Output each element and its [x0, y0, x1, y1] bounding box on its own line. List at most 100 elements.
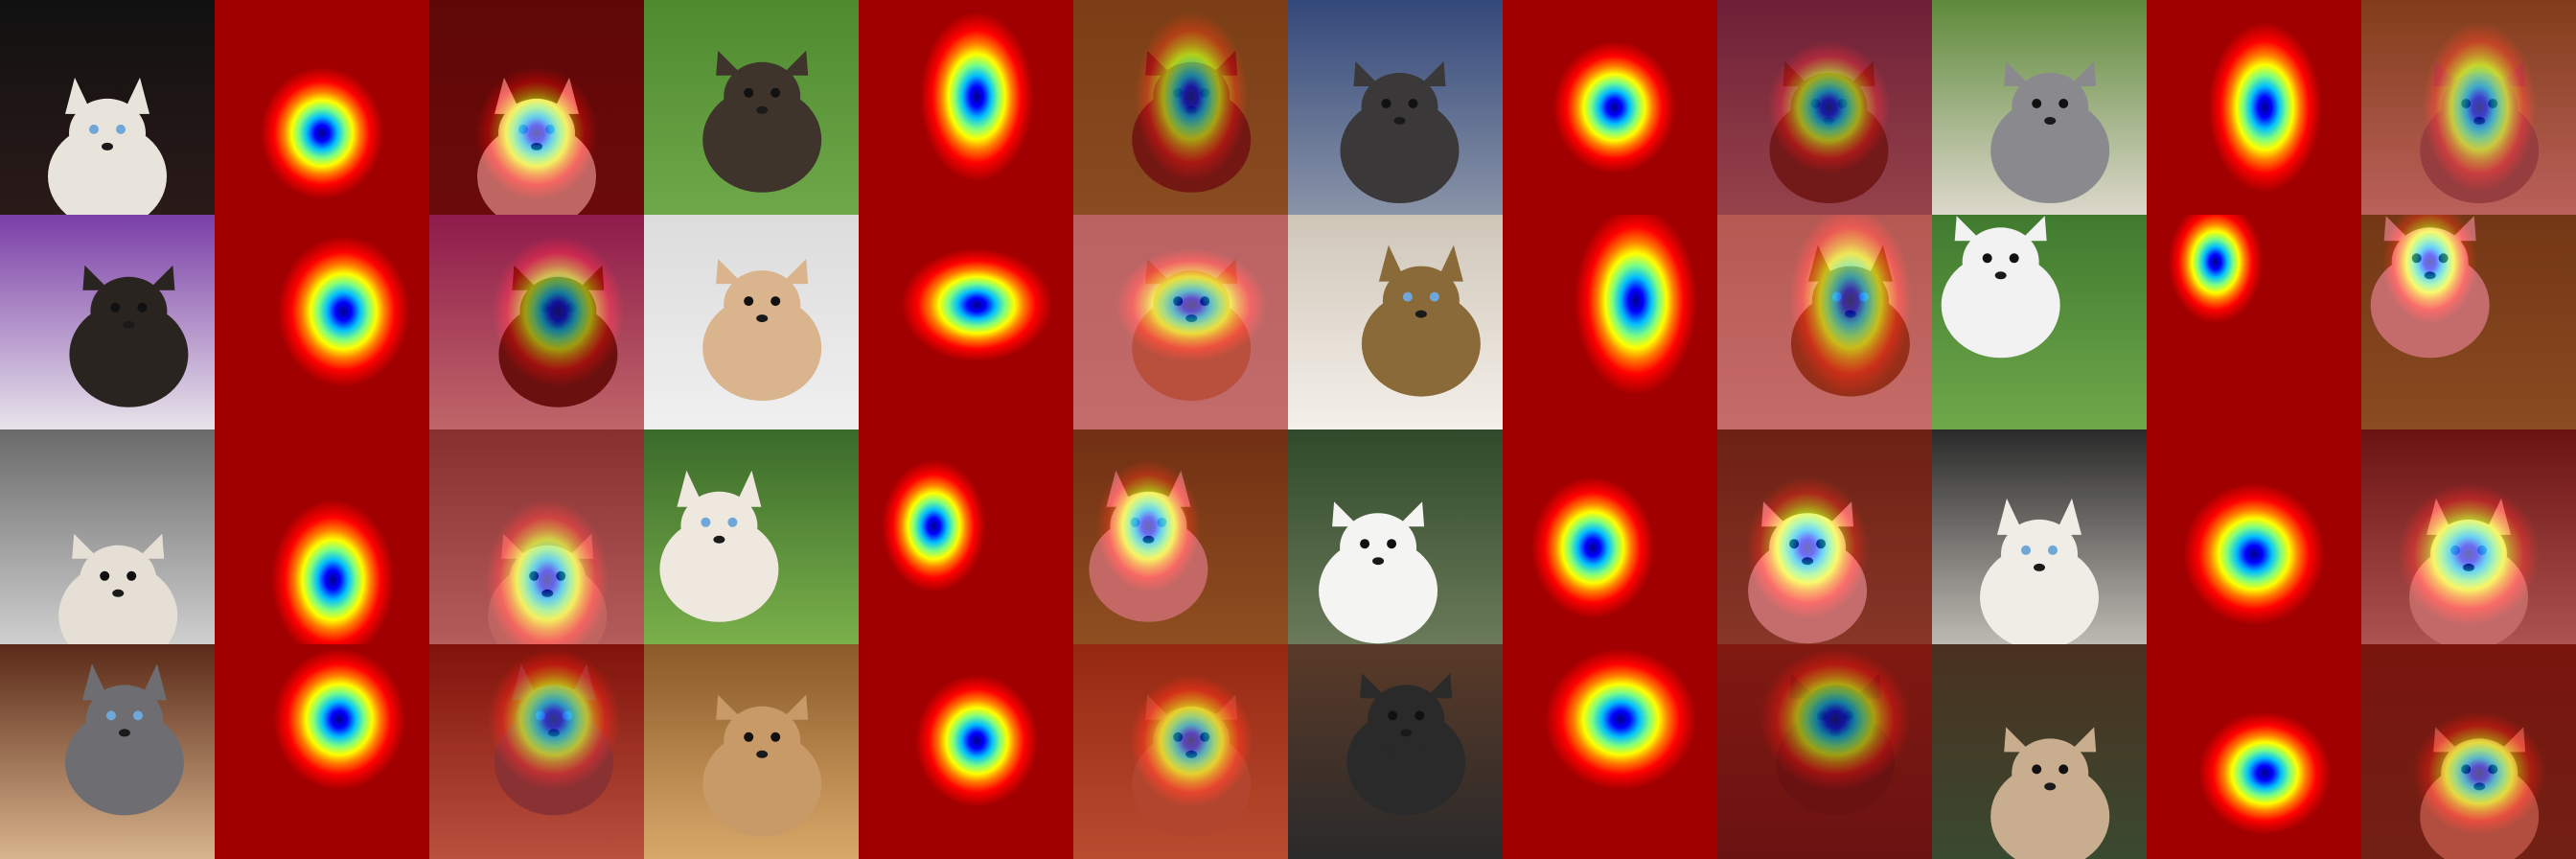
saliency-heatmap — [859, 0, 1073, 215]
sample-9-heatmap — [215, 430, 429, 644]
animal-ear — [65, 77, 92, 114]
sample-7-heatmap — [1503, 215, 1717, 430]
sample-4-overlay — [2361, 0, 2576, 215]
animal-eye — [1982, 253, 1992, 264]
cat-photo — [0, 644, 215, 859]
sample-3-heatmap — [1503, 0, 1717, 215]
animal-ear — [2004, 61, 2032, 86]
saliency-heatmap — [859, 644, 1073, 859]
sample-2-photo — [644, 0, 859, 215]
saliency-overlay — [2361, 215, 2576, 430]
animal-eye — [744, 87, 754, 98]
animal-eye — [2021, 545, 2031, 555]
animal-ear — [781, 694, 809, 720]
sample-16-heatmap — [2147, 644, 2361, 859]
saliency-overlay — [1717, 644, 1932, 859]
animal-head — [90, 276, 168, 346]
saliency-heatmap — [1503, 0, 1717, 215]
animal-nose — [1372, 557, 1385, 566]
animal-eye — [137, 302, 148, 313]
animal-ear — [1353, 61, 1381, 86]
dog-photo — [1932, 644, 2147, 859]
animal-ear — [1418, 61, 1446, 86]
sample-16-photo — [1932, 644, 2147, 859]
dog-photo — [644, 0, 859, 215]
cat-photo — [1932, 430, 2147, 644]
sample-1-photo — [0, 0, 215, 215]
animal-ear — [716, 259, 744, 285]
saliency-heatmap — [2147, 0, 2361, 215]
saliency-heatmap — [2147, 215, 2361, 430]
animal-ear — [2069, 727, 2097, 753]
animal-eye — [1381, 99, 1392, 108]
dog-photo — [0, 430, 215, 644]
saliency-overlay — [1073, 430, 1288, 644]
sample-15-photo — [1288, 644, 1503, 859]
sample-2-heatmap — [859, 0, 1073, 215]
animal-ear — [1378, 244, 1406, 282]
sample-9-overlay — [429, 430, 644, 644]
dog-photo — [0, 215, 215, 430]
sample-11-overlay — [1717, 430, 1932, 644]
animal-eye — [1408, 99, 1418, 108]
animal-nose — [1400, 729, 1413, 737]
dog-photo — [644, 215, 859, 430]
saliency-overlay — [1717, 0, 1932, 215]
animal-head — [724, 270, 801, 340]
animal-ear — [2055, 498, 2082, 535]
saliency-overlay — [2361, 430, 2576, 644]
saliency-heatmap — [215, 430, 429, 644]
animal-eye — [1429, 291, 1439, 302]
animal-nose — [2034, 563, 2045, 571]
saliency-overlay — [429, 644, 644, 859]
animal-eye — [1387, 539, 1397, 549]
saliency-overlay — [1073, 0, 1288, 215]
sample-7-photo — [1288, 215, 1503, 430]
animal-eye — [89, 124, 99, 134]
animal-nose — [1393, 117, 1406, 125]
animal-head — [1382, 266, 1460, 336]
animal-eye — [1402, 291, 1413, 302]
animal-eye — [1388, 710, 1398, 721]
animal-ear — [1425, 673, 1453, 699]
sample-2-overlay — [1073, 0, 1288, 215]
animal-ear — [781, 50, 809, 76]
saliency-heatmap — [2147, 644, 2361, 859]
animal-ear — [677, 470, 704, 507]
saliency-heatmap — [1503, 215, 1717, 430]
animal-eye — [132, 710, 143, 721]
sample-12-photo — [1932, 430, 2147, 644]
sample-11-photo — [1288, 430, 1503, 644]
animal-eye — [2058, 764, 2069, 775]
saliency-heatmap — [1503, 644, 1717, 859]
animal-head — [680, 491, 758, 561]
animal-ear — [1997, 498, 2024, 535]
animal-ear — [1360, 673, 1388, 699]
saliency-overlay — [1073, 644, 1288, 859]
animal-ear — [123, 77, 150, 114]
saliency-overlay — [429, 430, 644, 644]
sample-14-heatmap — [859, 644, 1073, 859]
sample-8-heatmap — [2147, 215, 2361, 430]
cat-photo — [1288, 215, 1503, 430]
sample-14-photo — [644, 644, 859, 859]
saliency-heatmap — [2147, 430, 2361, 644]
animal-eye — [2048, 545, 2058, 555]
sample-1-heatmap — [215, 0, 429, 215]
dog-photo — [1288, 0, 1503, 215]
animal-ear — [716, 50, 744, 76]
cat-photo — [644, 430, 859, 644]
animal-ear — [734, 470, 762, 507]
animal-nose — [102, 142, 113, 151]
animal-nose — [2044, 782, 2057, 791]
sample-6-heatmap — [859, 215, 1073, 430]
saliency-heatmap — [1503, 430, 1717, 644]
animal-eye — [1360, 539, 1370, 549]
saliency-overlay — [2361, 644, 2576, 859]
sample-3-overlay — [1717, 0, 1932, 215]
dog-photo — [1932, 215, 2147, 430]
animal-nose — [118, 729, 130, 737]
animal-nose — [756, 314, 769, 323]
sample-8-photo — [1932, 215, 2147, 430]
